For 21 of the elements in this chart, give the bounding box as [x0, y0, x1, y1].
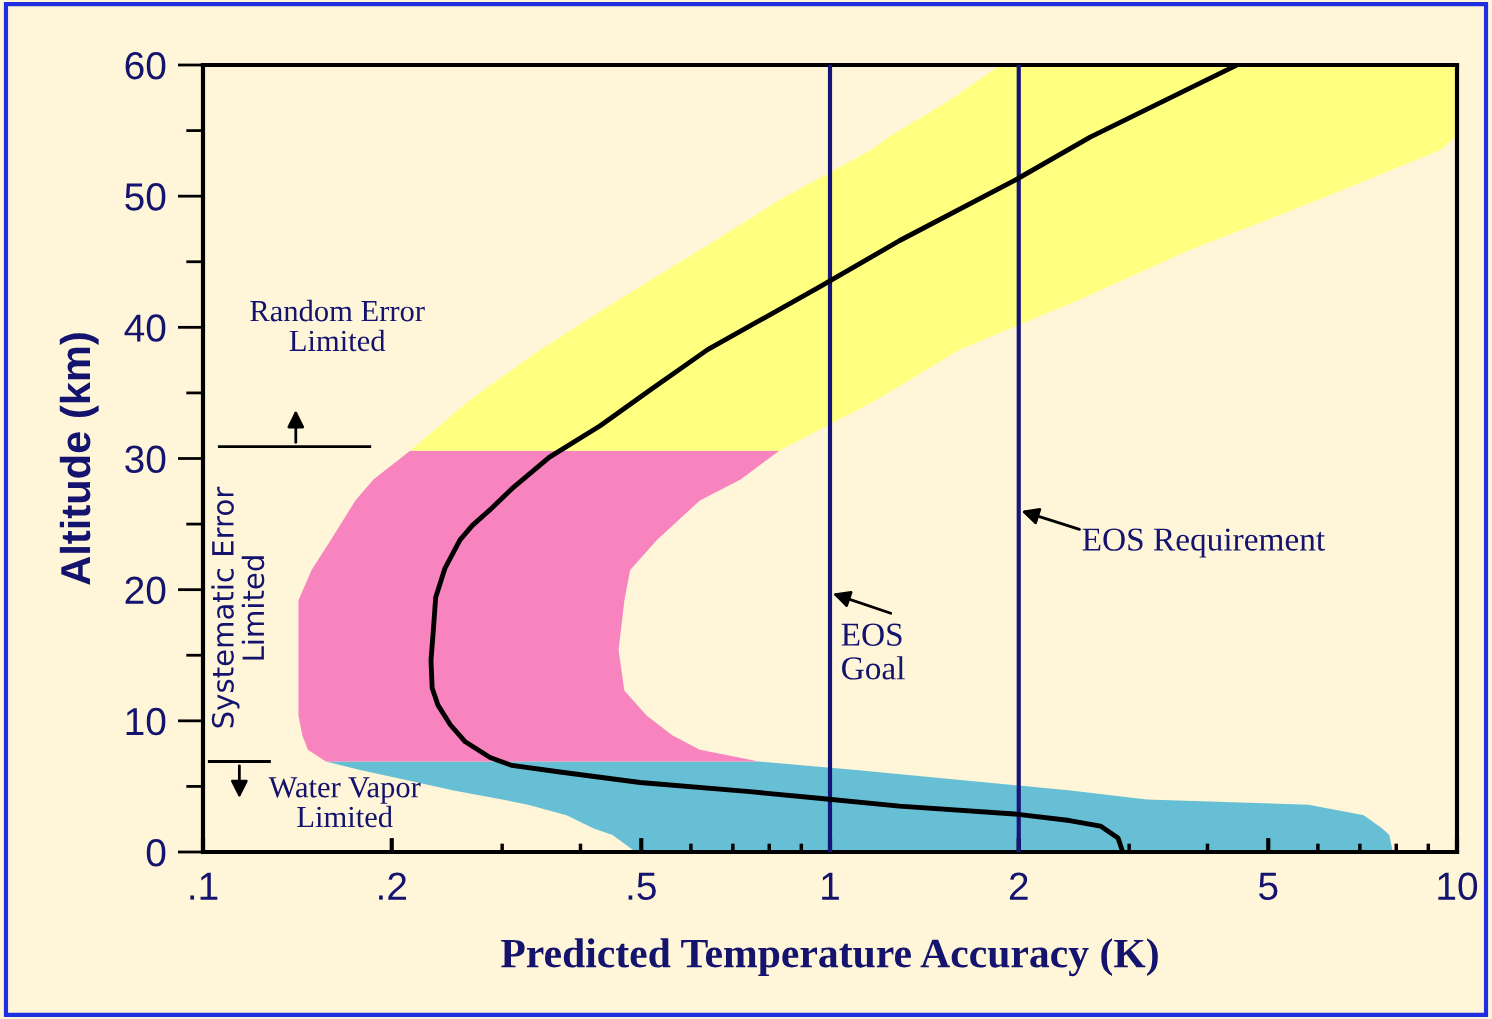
x-tick-label: 5 [1259, 872, 1278, 901]
x-tick-label: .5 [628, 872, 656, 901]
y-tick-label: 60 [125, 51, 166, 80]
x-tick-label: 2 [1009, 872, 1028, 900]
ref-line-label: EOS Goal [841, 623, 905, 680]
y-tick-label: 10 [126, 707, 166, 736]
x-axis-title: Predicted Temperature Accuracy (K) [501, 938, 1158, 977]
x-tick-label: .2 [379, 872, 407, 900]
x-tick-label: 1 [822, 872, 839, 900]
y-tick-label: 0 [146, 838, 166, 867]
annotation: Water Vapor Limited [268, 777, 421, 828]
y-tick-label: 20 [125, 576, 166, 605]
x-tick-label: 10 [1438, 872, 1478, 901]
y-tick-label: 40 [124, 314, 166, 342]
ref-line-label: EOS Requirement [1082, 528, 1325, 558]
x-tick-label: .1 [190, 872, 218, 900]
annotation: Random Error Limited [250, 299, 425, 352]
y-axis-title: Altitude (km) [59, 333, 99, 585]
y-tick-label: 50 [125, 183, 166, 211]
annotation: Systematic Error Limited [211, 486, 265, 728]
y-tick-label: 30 [125, 445, 166, 473]
